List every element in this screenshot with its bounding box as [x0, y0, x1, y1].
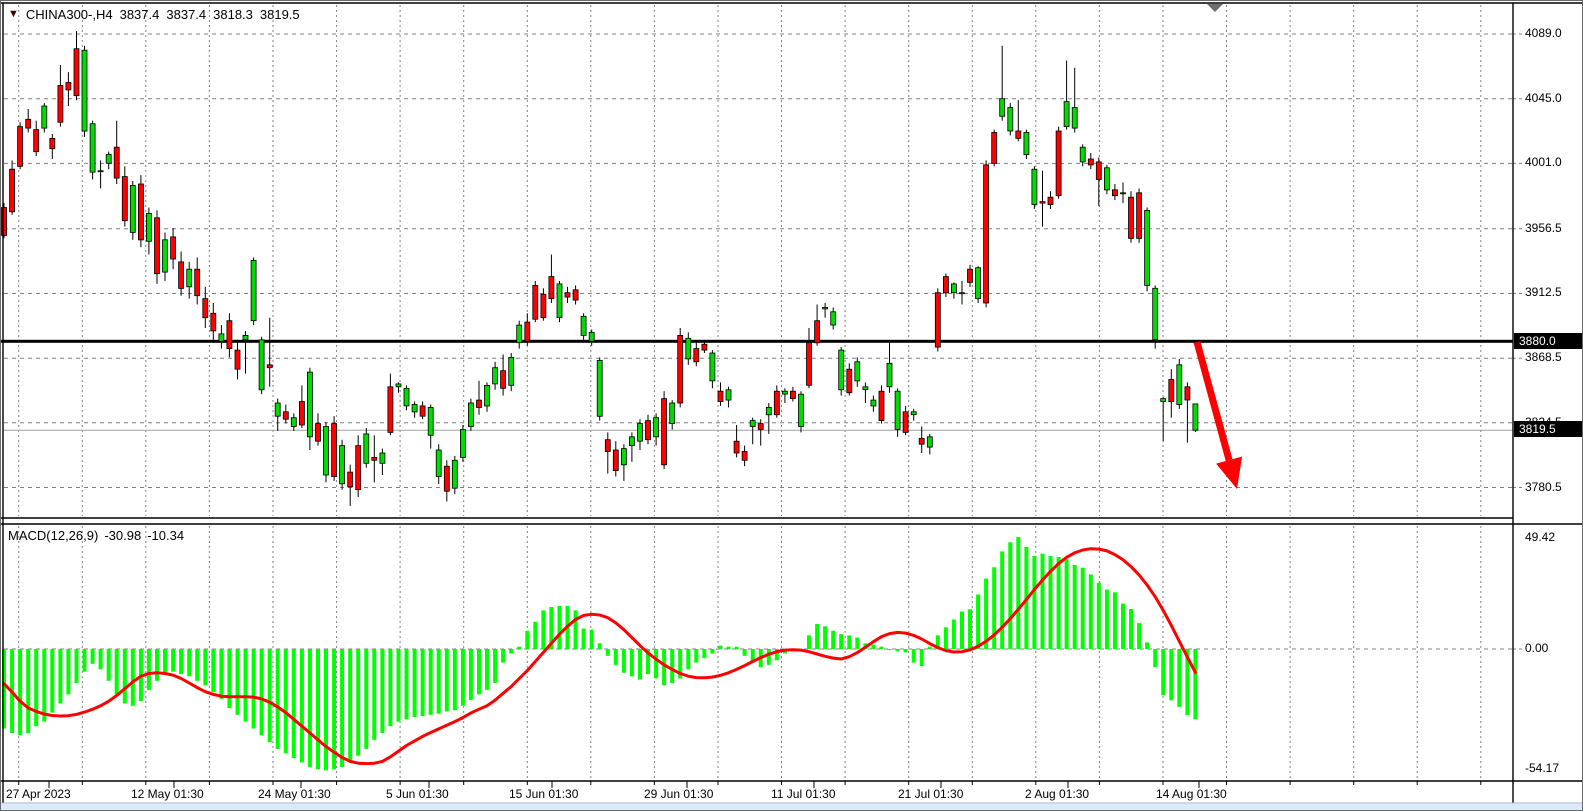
low-value: 3818.3: [213, 7, 253, 22]
macd-signal-line: [2, 547, 1197, 766]
macd-signal-value: -10.34: [147, 528, 185, 543]
macd-label: MACD(12,26,9): [8, 528, 99, 543]
symbol-period-label: CHINA300-,H4: [25, 7, 113, 22]
time-axis-label: 5 Jun 01:30: [386, 787, 449, 801]
candlestick-series: [1, 31, 1199, 506]
macd-indicator-header: MACD(12,26,9) -30.98 -10.34: [8, 528, 184, 543]
chart-ohlc-header: ▼ CHINA300-,H4 3837.4 3837.4 3818.3 3819…: [8, 7, 300, 22]
symbol-triangle-icon: ▼: [8, 7, 19, 20]
price-axis-label: 3780.5: [1525, 480, 1562, 494]
macd-axis-max-label: 49.42: [1525, 530, 1556, 544]
price-axis-label: 3912.5: [1525, 285, 1562, 299]
last-price-marker: 3819.5: [1514, 421, 1582, 437]
bottom-scroll-strip[interactable]: [1, 804, 1582, 810]
down-trend-arrow[interactable]: [1193, 341, 1243, 489]
time-axis-label: 14 Aug 01:30: [1156, 787, 1227, 801]
horizontal-gridlines: [4, 33, 1524, 650]
high-value: 3837.4: [166, 7, 207, 22]
time-axis-label: 21 Jul 01:30: [898, 787, 964, 801]
time-axis-label: 11 Jul 01:30: [771, 787, 836, 801]
macd-main-value: -30.98: [104, 528, 142, 543]
price-axis-label: 4001.0: [1525, 155, 1562, 169]
hline-price-marker: 3880.0: [1514, 333, 1582, 349]
price-axis-label: 4089.0: [1525, 26, 1562, 40]
macd-axis-zero-label: 0.00: [1525, 641, 1549, 655]
close-value: 3819.5: [259, 7, 300, 22]
macd-axis-min-label: -54.17: [1525, 761, 1560, 775]
time-axis-label: 27 Apr 2023: [6, 787, 71, 801]
time-axis-label: 29 Jun 01:30: [644, 787, 714, 801]
open-value: 3837.4: [119, 7, 160, 22]
chart-shift-marker-icon[interactable]: [1207, 4, 1223, 12]
time-axis-label: 15 Jun 01:30: [509, 787, 579, 801]
price-axis-label: 3956.5: [1525, 221, 1562, 235]
time-axis-label: 24 May 01:30: [258, 787, 331, 801]
price-axis-label: 4045.0: [1525, 91, 1562, 105]
support-hline-3880[interactable]: [1, 339, 1513, 343]
time-axis-label: 12 May 01:30: [131, 787, 204, 801]
time-axis-label: 2 Aug 01:30: [1025, 787, 1090, 801]
price-axis-label: 3868.5: [1525, 350, 1562, 364]
